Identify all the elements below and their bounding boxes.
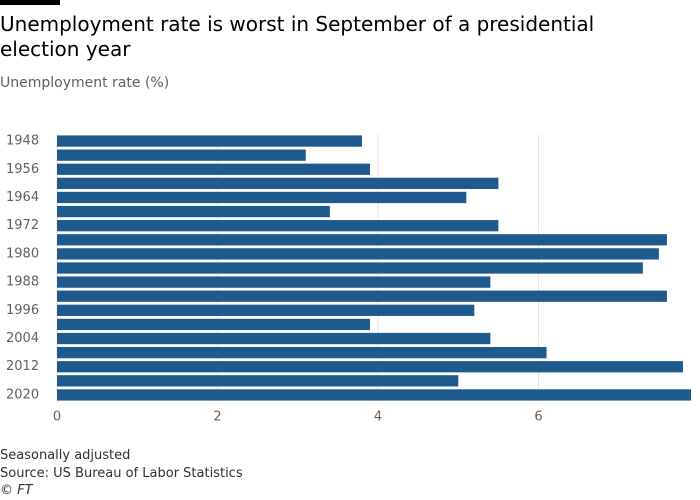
- source: Source: US Bureau of Labor Statistics: [0, 466, 243, 481]
- bar: [57, 346, 547, 359]
- y-tick-label: 1988: [6, 275, 39, 290]
- chart-title: Unemployment rate is worst in September …: [0, 12, 595, 61]
- credit: © FT: [0, 483, 33, 498]
- bar: [57, 135, 362, 147]
- y-tick-label: 1972: [6, 218, 39, 233]
- bar: [57, 332, 491, 345]
- bar: [57, 361, 683, 373]
- x-tick-label: 0: [53, 410, 61, 425]
- y-tick-label: 1956: [6, 162, 39, 177]
- x-tick-label: 4: [374, 410, 382, 425]
- bar: [57, 163, 370, 175]
- bar: [57, 304, 475, 316]
- y-tick-label: 2020: [6, 387, 39, 402]
- bar: [57, 389, 691, 401]
- bar: [57, 276, 491, 288]
- bar: [57, 248, 659, 260]
- bar: [57, 220, 499, 232]
- y-tick-label: 1996: [6, 303, 39, 318]
- chart-subtitle: Unemployment rate (%): [0, 75, 170, 91]
- bar: [57, 177, 499, 190]
- y-tick-label: 1980: [6, 246, 39, 261]
- x-tick-label: 6: [534, 410, 542, 425]
- note: Seasonally adjusted: [0, 448, 131, 463]
- bar: [57, 262, 643, 274]
- bar: [57, 205, 330, 218]
- y-tick-label: 1964: [6, 190, 39, 205]
- logo-strip: [0, 0, 60, 5]
- bar: [57, 318, 370, 331]
- bar: [57, 149, 306, 161]
- bar: [57, 234, 667, 246]
- y-tick-label: 2004: [6, 331, 39, 346]
- x-tick-label: 2: [213, 410, 221, 425]
- bar: [57, 290, 667, 302]
- y-tick-label: 2012: [6, 359, 39, 374]
- bar: [57, 191, 467, 204]
- chart: 0 2 4 6 1948 1956 1964 1972 1980 1988 1996 2004 2012…: [6, 134, 691, 425]
- y-tick-label: 1948: [6, 134, 39, 149]
- bar: [57, 375, 459, 387]
